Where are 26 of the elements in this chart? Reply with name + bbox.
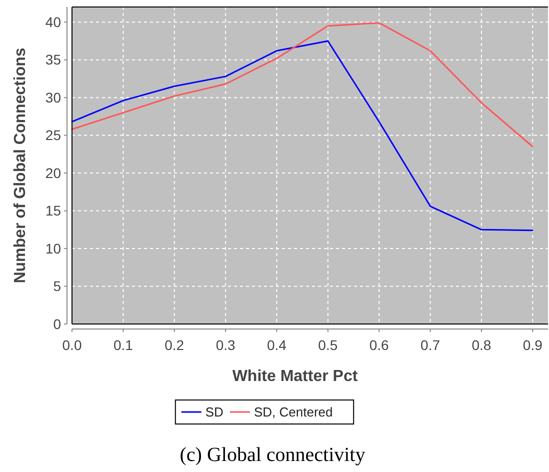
y-tick-label: 0 (53, 316, 62, 332)
y-axis-title: Number of Global Connections (12, 48, 29, 284)
line-series (71, 40, 534, 232)
y-tick-label: 10 (45, 240, 62, 256)
x-axis-title: White Matter Pct (232, 368, 358, 385)
x-tick-label: 0.7 (420, 337, 440, 353)
x-tick-label: 0.0 (62, 337, 82, 353)
line-series (71, 22, 534, 148)
text: (c) Global connectivity (180, 444, 366, 466)
y-tick-label: 5 (53, 278, 62, 294)
x-tick-label: 0.2 (164, 337, 184, 353)
y-tick-label: 35 (45, 52, 62, 68)
y-tick-label: 25 (45, 127, 62, 144)
x-tick-label: 0.1 (113, 337, 134, 353)
legend-label: SD (205, 404, 224, 420)
y-tick-label: 15 (45, 202, 62, 219)
x-tick-label: 0.4 (266, 337, 287, 353)
x-tick-label: 0.3 (216, 337, 236, 353)
legend-label: SD, Centered (254, 404, 333, 420)
x-tick-label: 0.5 (318, 337, 338, 353)
y-tick-label: 30 (45, 89, 62, 106)
y-tick-label: 40 (45, 14, 62, 30)
y-tick-label: 20 (45, 164, 62, 181)
x-tick-label: 0.9 (522, 337, 543, 353)
x-tick-label: 0.8 (472, 337, 492, 353)
x-tick-label: 0.6 (369, 337, 390, 353)
